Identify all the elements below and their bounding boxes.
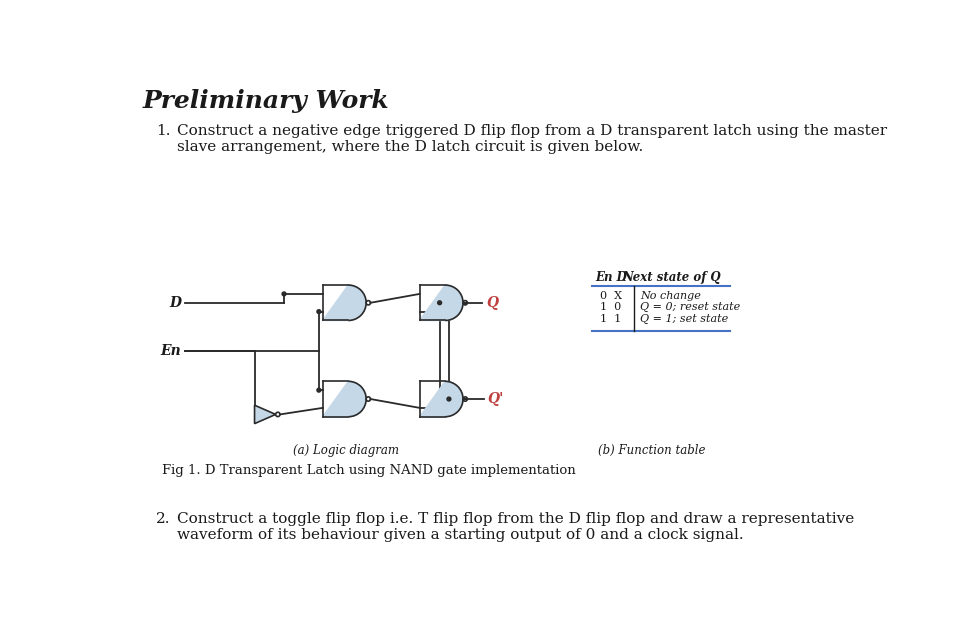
Text: Construct a toggle flip flop i.e. T flip flop from the D flip flop and draw a re: Construct a toggle flip flop i.e. T flip… [177,512,854,543]
Text: 1  0: 1 0 [600,302,621,312]
Text: En D: En D [595,271,626,284]
Polygon shape [323,285,365,320]
Text: 1.: 1. [156,124,171,138]
Text: 0  X: 0 X [600,291,621,301]
Text: Next state of Q: Next state of Q [621,271,720,284]
Text: (b) Function table: (b) Function table [598,444,705,457]
Text: Q = 1; set state: Q = 1; set state [640,314,728,324]
Circle shape [317,388,321,392]
Text: Construct a negative edge triggered D flip flop from a D transparent latch using: Construct a negative edge triggered D fl… [177,124,887,154]
Polygon shape [323,381,365,417]
Circle shape [447,397,451,401]
Text: 1  1: 1 1 [600,314,621,324]
Text: En: En [160,344,181,358]
Polygon shape [420,381,462,417]
Text: (a) Logic diagram: (a) Logic diagram [293,444,398,457]
Text: Q: Q [485,296,498,310]
Polygon shape [420,285,462,320]
Circle shape [317,310,321,314]
Polygon shape [254,405,275,424]
Text: Q': Q' [487,392,504,406]
Text: Fig 1. D Transparent Latch using NAND gate implementation: Fig 1. D Transparent Latch using NAND ga… [162,464,575,477]
Circle shape [282,292,286,296]
Text: Preliminary Work: Preliminary Work [142,89,390,113]
Text: 2.: 2. [156,512,171,526]
Text: Q = 0; reset state: Q = 0; reset state [640,302,740,312]
Text: No change: No change [640,291,701,301]
Circle shape [437,301,441,305]
Text: D: D [169,296,181,310]
